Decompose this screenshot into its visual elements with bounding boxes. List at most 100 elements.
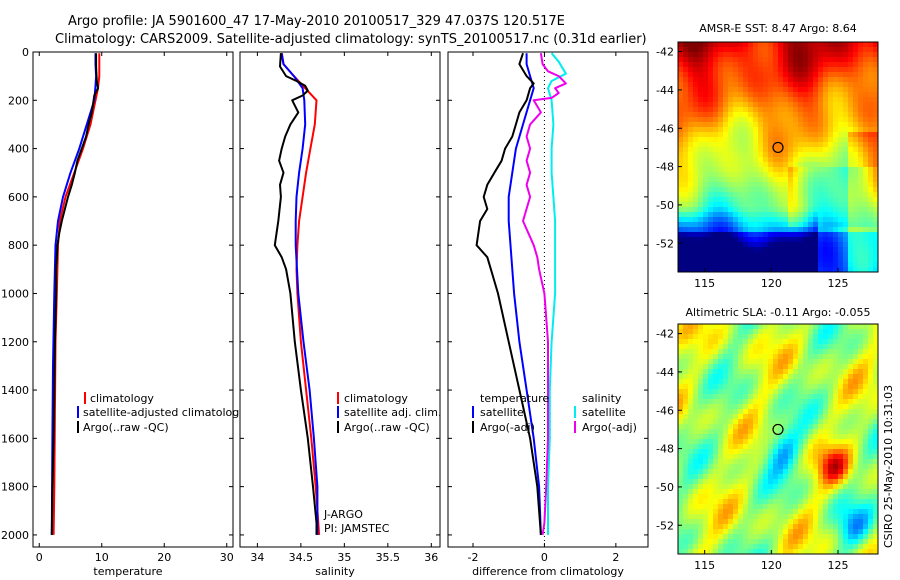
map-cell [713,459,719,465]
map-cell [808,117,814,123]
map-cell [763,212,769,218]
map-cell [793,102,799,108]
map-cell [863,197,869,203]
map-cell [853,509,859,515]
map-cell [753,232,759,238]
map-cell [748,374,754,380]
map-cell [753,262,759,268]
map-cell [838,539,844,545]
map-cell [798,112,804,118]
map-cell [838,192,844,198]
map-cell [733,267,739,272]
map-cell [678,237,684,243]
map-cell [728,242,734,248]
map-cell [758,429,764,435]
map-cell [728,499,734,505]
map-cell [758,464,764,470]
map-cell [838,127,844,133]
map-cell [713,364,719,370]
map-cell [683,247,689,253]
map-cell [788,192,794,198]
map-cell [693,122,699,128]
map-cell [813,504,819,510]
map-cell [808,237,814,243]
map-cell [703,92,709,98]
map-cell [873,439,878,445]
map-cell [708,549,714,554]
map-cell [793,454,799,460]
map-cell [823,419,829,425]
map-cell [823,52,829,58]
map-cell [798,484,804,490]
map-cell [763,429,769,435]
map-cell [833,267,839,272]
y-tick-label: 1200 [1,336,29,349]
map-cell [708,374,714,380]
map-cell [833,489,839,495]
map-cell [723,479,729,485]
map-cell [688,439,694,445]
map-cell [683,87,689,93]
y-tick-label: 1400 [1,384,29,397]
map-cell [688,519,694,525]
map-cell [858,544,864,550]
map-cell [793,364,799,370]
map-cell [843,494,849,500]
salinity-panel: 34 34.5 35 35.5 36 salinity climatology sate… [239,51,441,578]
map-cell [723,217,729,223]
map-cell [748,389,754,395]
map-cell [753,364,759,370]
map-cell [813,344,819,350]
map-cell [863,132,869,138]
map-cell [788,217,794,223]
map-cell [788,92,794,98]
map-cell [828,394,834,400]
map-cell [773,127,779,133]
map-cell [693,97,699,103]
map-cell [813,439,819,445]
map-cell [858,459,864,465]
map-cell [753,529,759,535]
map-cell [788,242,794,248]
map-cell [838,212,844,218]
map-cell [713,344,719,350]
map-cell [703,257,709,263]
map-cell [848,262,854,268]
map-cell [693,222,699,228]
map-cell [728,484,734,490]
map-cell [683,207,689,213]
map-cell [823,152,829,158]
map-cell [823,87,829,93]
map-cell [758,202,764,208]
map-cell [758,369,764,375]
map-cell [793,429,799,435]
map-cell [683,399,689,405]
map-cell [773,524,779,530]
map-cell [853,52,859,58]
map-cell [868,454,874,460]
map-cell [828,399,834,405]
map-cell [858,509,864,515]
map-cell [693,424,699,430]
map-cell [723,374,729,380]
map-cell [873,424,878,430]
map-cell [873,262,878,268]
map-cell [703,369,709,375]
map-cell [818,212,824,218]
map-cell [758,152,764,158]
map-cell [778,57,784,63]
map-cell [683,529,689,535]
map-cell [688,97,694,103]
map-cell [743,374,749,380]
map-cell [828,329,834,335]
map-cell [858,359,864,365]
map-cell [743,339,749,345]
map-cell [718,157,724,163]
map-cell [828,52,834,58]
map-cell [703,404,709,410]
map-cell [683,404,689,410]
map-cell [813,409,819,415]
map-cell [768,162,774,168]
map-cell [683,82,689,88]
map-cell [873,127,878,133]
